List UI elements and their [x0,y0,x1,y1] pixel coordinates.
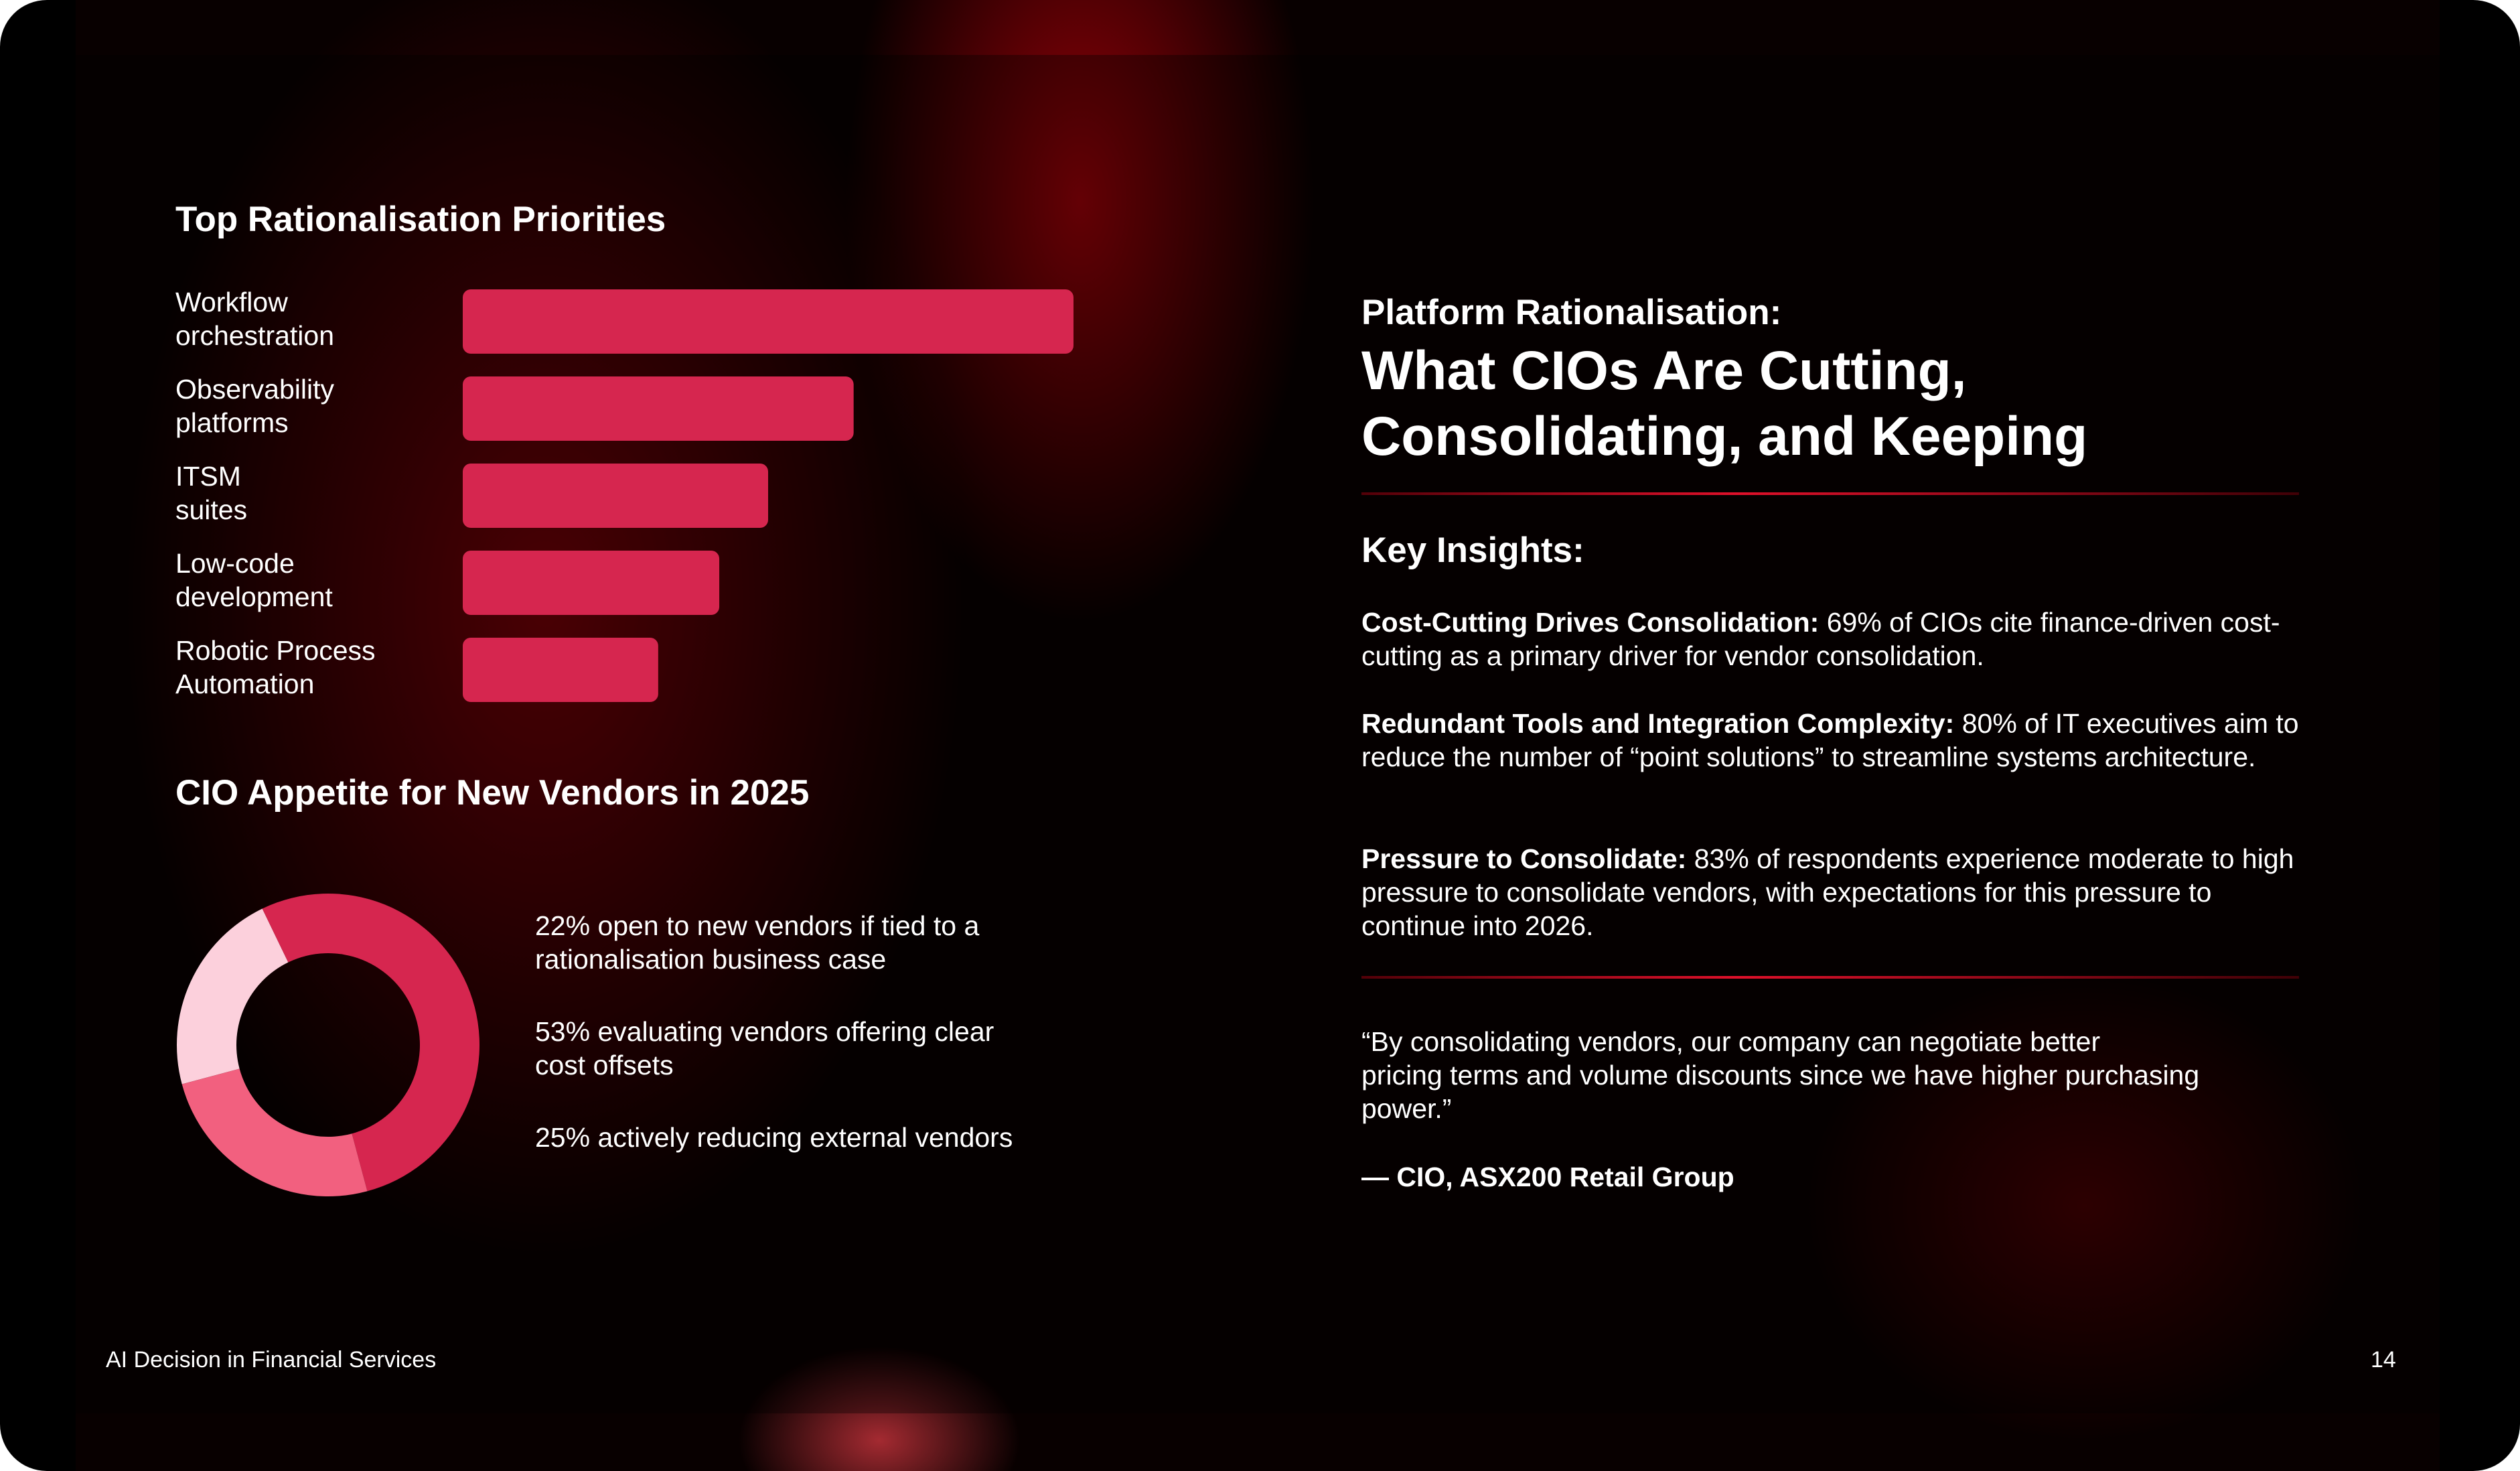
page-number: 14 [2371,1347,2396,1373]
donut-label: 22% open to new vendors if tied to a rat… [535,910,980,975]
chart-title: Top Rationalisation Priorities [175,200,666,239]
insight-lead: Pressure to Consolidate: [1361,843,1687,874]
insight-text: 69% of CIOs cite finance-driven cost-cut… [1361,607,2280,672]
insight-text: 83% of respondents experience moderate t… [1361,843,2294,942]
bar [463,638,658,702]
insight: Pressure to Consolidate: 83% of responde… [1361,842,2312,942]
donut-segment [181,1068,368,1196]
bar-label: ITSM suites [175,461,248,526]
donut-label: 53% evaluating vendors offering clear co… [535,1016,994,1081]
bar-label: Robotic Process Automation [175,635,376,700]
footer: AI Decision in Financial Services [106,1347,437,1373]
bar [463,464,768,528]
divider [1361,492,2299,495]
insight-lead: Redundant Tools and Integration Complexi… [1361,708,1955,739]
insights-title: Key Insights: [1361,531,1584,570]
background-shade [76,55,2440,1413]
quote: “By consolidating vendors, our company c… [1361,1026,2200,1125]
bar-label: Observability platforms [175,374,334,439]
insight-text: 80% of IT executives aim to reduce the n… [1361,708,2299,773]
headline: What CIOs Are Cutting, Consolidating, an… [1361,340,2088,468]
background [76,0,2440,1471]
donut-label: 25% actively reducing external vendors [535,1122,1013,1153]
bar-label: Low-code development [175,548,333,613]
chart-title: CIO Appetite for New Vendors in 2025 [175,773,810,813]
insight: Cost-Cutting Drives Consolidation: 69% o… [1361,606,2312,673]
bar [463,551,720,615]
bar [463,376,854,441]
kicker: Platform Rationalisation: [1361,293,1782,332]
insight-lead: Cost-Cutting Drives Consolidation: [1361,607,1820,638]
attribution: — CIO, ASX200 Retail Group [1361,1162,1734,1192]
donut-segment [177,908,289,1084]
bar-label: Workflow orchestration [175,287,335,352]
insight: Redundant Tools and Integration Complexi… [1361,707,2312,774]
bar [463,289,1073,354]
donut-segment [262,893,480,1192]
divider [1361,976,2299,979]
